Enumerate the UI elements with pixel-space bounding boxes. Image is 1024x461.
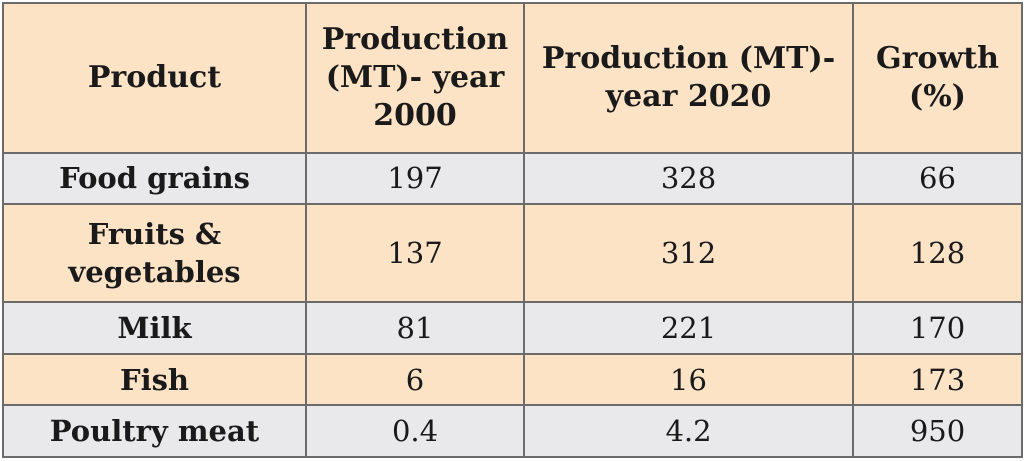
table-row: Fruits & vegetables 137 312 128 (2, 203, 1023, 304)
table-row: Milk 81 221 170 (2, 301, 1023, 355)
growth-cell: 128 (852, 203, 1023, 304)
table-row: Fish 6 16 173 (2, 352, 1023, 407)
production-2020-cell: 16 (523, 352, 854, 407)
header-growth: Growth (%) (852, 2, 1023, 154)
growth-cell: 66 (852, 151, 1023, 206)
table-row: Food grains 197 328 66 (2, 151, 1023, 206)
production-2000-cell: 0.4 (305, 404, 525, 458)
product-cell: Fruits & vegetables (2, 203, 307, 304)
growth-cell: 173 (852, 352, 1023, 407)
production-2020-cell: 4.2 (523, 404, 854, 458)
header-product: Product (2, 2, 307, 154)
production-2020-cell: 221 (523, 301, 854, 355)
product-cell: Fish (2, 352, 307, 407)
production-2000-cell: 197 (305, 151, 525, 206)
product-cell: Milk (2, 301, 307, 355)
growth-cell: 170 (852, 301, 1023, 355)
production-2020-cell: 328 (523, 151, 854, 206)
production-2000-cell: 81 (305, 301, 525, 355)
header-row: Product Production (MT)- year 2000 Produ… (2, 2, 1023, 154)
growth-cell: 950 (852, 404, 1023, 458)
production-2020-cell: 312 (523, 203, 854, 304)
production-2000-cell: 137 (305, 203, 525, 304)
product-cell: Poultry meat (2, 404, 307, 458)
header-production-2020: Production (MT)- year 2020 (523, 2, 854, 154)
header-production-2000: Production (MT)- year 2000 (305, 2, 525, 154)
table-row: Poultry meat 0.4 4.2 950 (2, 404, 1023, 458)
production-2000-cell: 6 (305, 352, 525, 407)
product-cell: Food grains (2, 151, 307, 206)
